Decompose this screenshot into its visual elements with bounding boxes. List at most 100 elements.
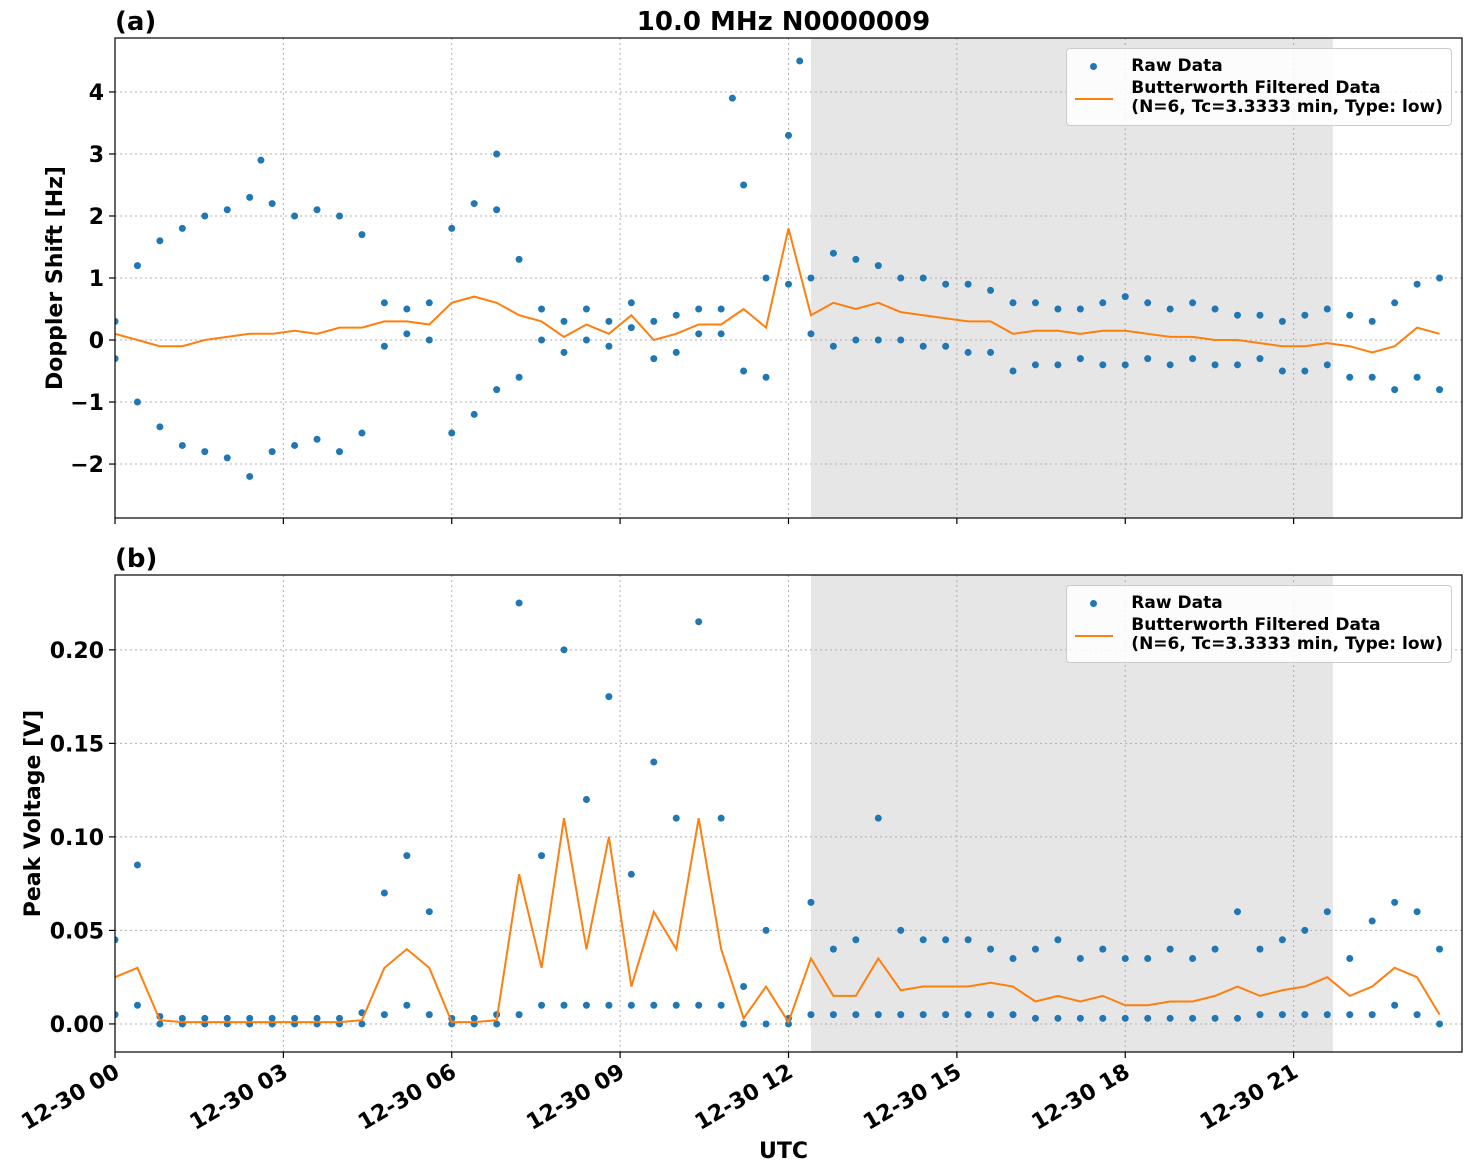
- raw-point: [1323, 1011, 1331, 1019]
- raw-point: [223, 454, 231, 462]
- x-tick-label: 12-30 00: [17, 1060, 124, 1136]
- raw-point: [425, 1011, 433, 1019]
- raw-point: [380, 299, 388, 307]
- raw-point: [796, 57, 804, 65]
- raw-point: [740, 181, 748, 189]
- y-tick-label: 0: [89, 329, 104, 354]
- raw-point: [852, 255, 860, 263]
- y-tick-label: 0.20: [50, 639, 104, 664]
- raw-point: [1099, 945, 1107, 953]
- raw-point: [695, 305, 703, 313]
- raw-point: [942, 342, 950, 350]
- raw-point: [874, 1011, 882, 1019]
- legend-marker: [1075, 635, 1114, 637]
- raw-point: [582, 795, 590, 803]
- raw-point: [964, 1011, 972, 1019]
- raw-point: [1256, 945, 1264, 953]
- raw-point: [1031, 299, 1039, 307]
- raw-point: [1031, 1014, 1039, 1022]
- raw-point: [740, 367, 748, 375]
- raw-point: [1391, 898, 1399, 906]
- legend-key: [1075, 594, 1113, 614]
- raw-point: [358, 429, 366, 437]
- raw-point: [1009, 299, 1017, 307]
- raw-point: [650, 317, 658, 325]
- legend-label: Raw Data: [1131, 56, 1223, 76]
- raw-point: [115, 936, 119, 944]
- legend-marker: [1075, 98, 1114, 100]
- raw-point: [807, 274, 815, 282]
- raw-point: [425, 336, 433, 344]
- raw-point: [246, 1014, 254, 1022]
- raw-point: [605, 342, 613, 350]
- raw-point: [493, 206, 501, 214]
- raw-point: [380, 889, 388, 897]
- raw-point: [156, 423, 164, 431]
- x-tick-label: 12-30 21: [1196, 1060, 1303, 1136]
- x-tick-label: 12-30 12: [691, 1060, 798, 1136]
- raw-point: [762, 1020, 770, 1028]
- raw-point: [291, 212, 299, 220]
- raw-point: [987, 348, 995, 356]
- y-tick-label: −1: [70, 391, 104, 416]
- raw-point: [1301, 926, 1309, 934]
- raw-point: [740, 983, 748, 991]
- raw-point: [201, 1014, 209, 1022]
- raw-point: [201, 448, 209, 456]
- raw-point: [403, 305, 411, 313]
- raw-point: [987, 286, 995, 294]
- raw-point: [1144, 299, 1152, 307]
- x-tick-label: 12-30 03: [186, 1060, 293, 1136]
- raw-point: [1121, 361, 1129, 369]
- raw-point: [829, 1011, 837, 1019]
- raw-point: [1076, 355, 1084, 363]
- raw-point: [582, 1001, 590, 1009]
- raw-point: [785, 131, 792, 139]
- raw-point: [785, 280, 792, 288]
- raw-point: [1009, 1011, 1017, 1019]
- raw-point: [1256, 1011, 1264, 1019]
- raw-point: [1368, 317, 1376, 325]
- raw-point: [605, 317, 613, 325]
- raw-point: [1076, 305, 1084, 313]
- raw-point: [717, 814, 725, 822]
- raw-point: [807, 898, 815, 906]
- raw-point: [874, 262, 882, 270]
- raw-point: [762, 926, 770, 934]
- raw-point: [1054, 305, 1062, 313]
- raw-point: [425, 299, 433, 307]
- raw-point: [403, 852, 411, 860]
- raw-point: [987, 945, 995, 953]
- raw-point: [762, 274, 770, 282]
- legend-marker: [1090, 600, 1098, 607]
- raw-point: [1099, 1014, 1107, 1022]
- legend: Raw Data Butterworth Filtered Data (N=6, …: [1066, 48, 1452, 126]
- raw-point: [313, 1014, 321, 1022]
- raw-point: [1256, 355, 1264, 363]
- raw-point: [1278, 367, 1286, 375]
- y-axis-label: Peak Voltage [V]: [21, 710, 46, 918]
- raw-point: [1211, 305, 1219, 313]
- raw-point: [695, 618, 703, 626]
- legend-label: Raw Data: [1131, 593, 1223, 613]
- legend-marker: [1090, 63, 1098, 70]
- raw-point: [627, 324, 635, 332]
- raw-point: [1076, 1014, 1084, 1022]
- y-tick-label: 0.00: [50, 1013, 104, 1038]
- raw-point: [1211, 945, 1219, 953]
- raw-point: [538, 336, 546, 344]
- raw-point: [380, 342, 388, 350]
- raw-point: [1189, 1014, 1197, 1022]
- y-tick-label: 3: [89, 143, 104, 168]
- y-tick-label: 2: [89, 205, 104, 230]
- raw-point: [1054, 1014, 1062, 1022]
- raw-point: [1413, 908, 1421, 916]
- raw-point: [156, 237, 164, 245]
- raw-point: [942, 936, 950, 944]
- legend-entry: Raw Data: [1075, 594, 1443, 614]
- raw-point: [1054, 936, 1062, 944]
- raw-point: [268, 200, 276, 208]
- raw-point: [919, 1011, 927, 1019]
- raw-point: [672, 1001, 680, 1009]
- raw-point: [728, 94, 736, 102]
